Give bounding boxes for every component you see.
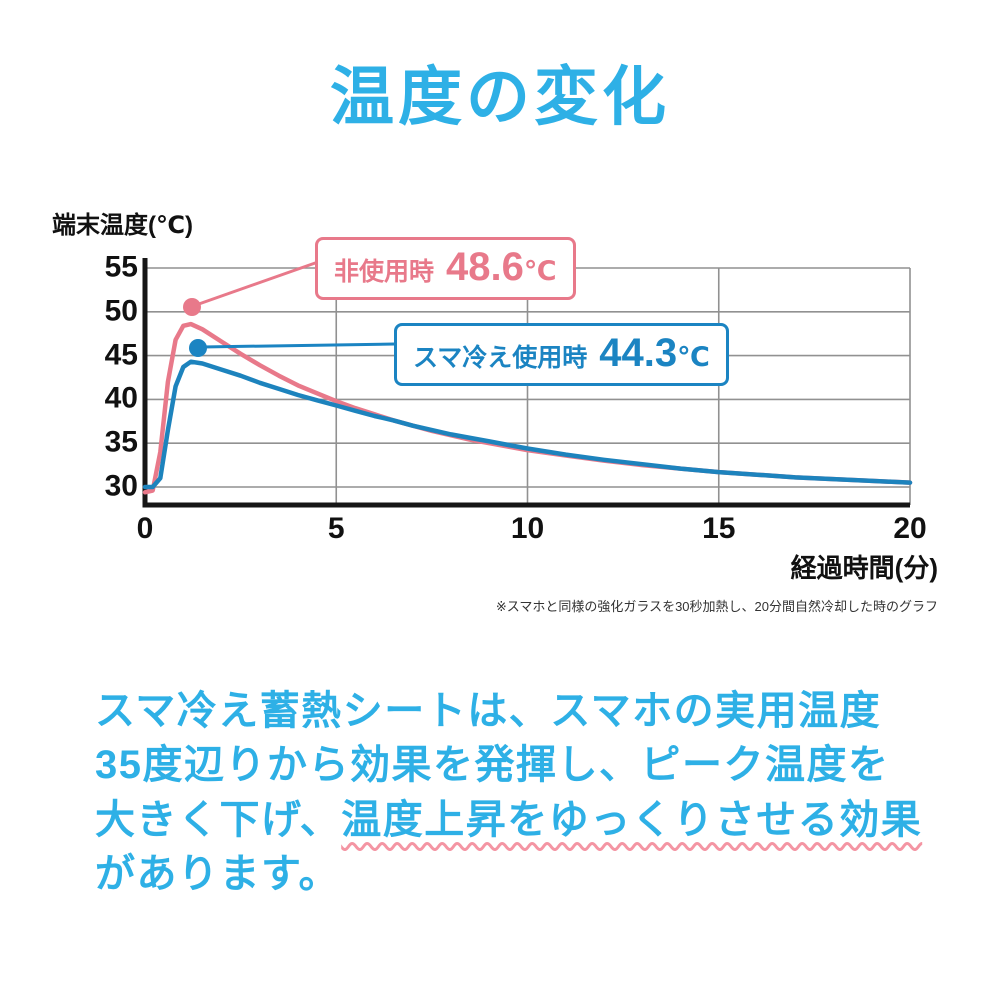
annotation-no-use-value: 48.6 — [446, 245, 524, 289]
description-line-4: があります。 — [95, 852, 340, 897]
y-tick-label: 35 — [104, 425, 138, 459]
annotation-no-use-unit: ℃ — [523, 256, 557, 286]
annotation-with-sheet: スマ冷え使用時 44.3 ℃ — [394, 323, 729, 386]
temperature-chart — [142, 258, 913, 508]
description-line-3-highlight: 温度上昇をゆっくりさせる効果 — [341, 797, 923, 842]
x-tick-label: 10 — [510, 512, 545, 545]
annotation-no-use: 非使用時 48.6 ℃ — [315, 237, 576, 300]
chart-axes — [142, 258, 910, 508]
description-line-2: 35度辺りから効果を発揮し、ピーク温度を — [95, 743, 890, 788]
annotation-with-sheet-unit: ℃ — [677, 342, 710, 372]
description-line-1: スマ冷え蓄熱シートは、スマホの実用温度 — [95, 689, 882, 733]
callout-line-no-use — [195, 260, 319, 307]
callout-line-with-sheet — [201, 342, 396, 349]
chart-grid — [145, 267, 911, 505]
description-paragraph: スマ冷え蓄熱シートは、スマホの実用温度 35度辺りから効果を発揮し、ピーク温度を… — [95, 684, 955, 902]
curve-with-sheet — [142, 359, 913, 490]
y-tick-label: 30 — [104, 469, 138, 503]
chart-footnote: ※スマホと同様の強化ガラスを30秒加熱し、20分間自然冷却した時のグラフ — [495, 599, 938, 614]
annotation-with-sheet-label: スマ冷え使用時 — [413, 344, 588, 372]
x-tick-label: 20 — [893, 512, 927, 545]
annotation-with-sheet-value: 44.3 — [599, 331, 678, 375]
y-tick-label: 55 — [104, 250, 138, 284]
description-line-3-prefix: 大きく下げ、 — [95, 797, 342, 842]
x-tick-label: 5 — [327, 512, 345, 545]
x-tick-label: 15 — [702, 512, 736, 545]
marker-dot-with-sheet — [189, 339, 207, 357]
y-tick-label: 40 — [104, 381, 138, 415]
y-tick-label: 50 — [104, 294, 138, 328]
marker-dot-no-use — [183, 298, 201, 316]
annotation-no-use-label: 非使用時 — [334, 258, 435, 286]
x-axis-label: 経過時間(分) — [790, 553, 938, 583]
y-axis-label: 端末温度(℃) — [52, 212, 194, 239]
y-tick-label: 45 — [104, 337, 138, 371]
page-title: 温度の変化 — [330, 61, 670, 133]
x-tick-label: 0 — [136, 512, 154, 545]
